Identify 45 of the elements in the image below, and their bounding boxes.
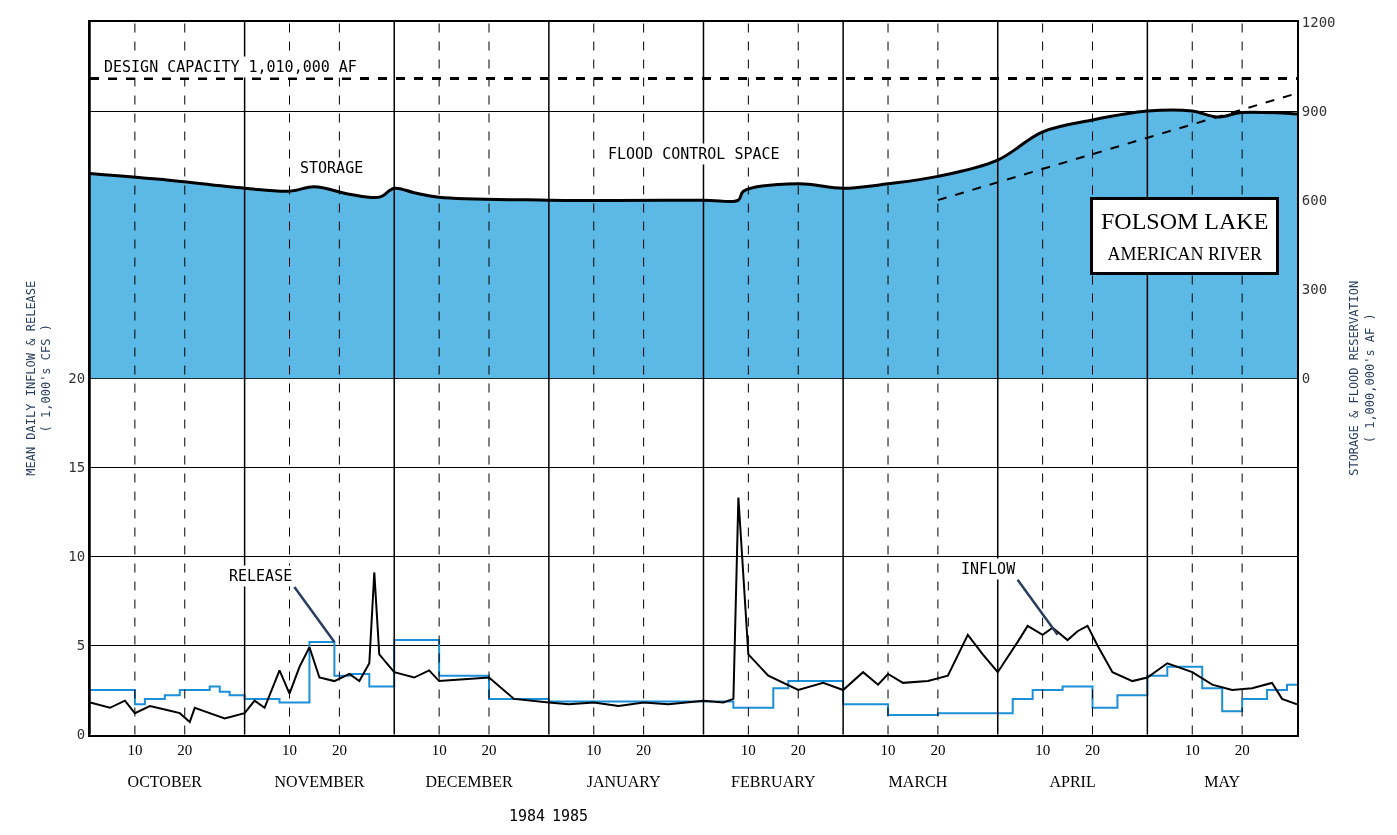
annotation: RELEASE xyxy=(229,567,293,585)
x2-tick-label: MAY xyxy=(1204,772,1241,790)
x-tick-label: 10 xyxy=(1035,741,1051,758)
y-tick-label: 5 xyxy=(76,637,86,654)
y-tick-label: 15 xyxy=(68,459,86,476)
text: 1984 xyxy=(509,807,546,825)
x-tick-label: 20 xyxy=(930,741,946,758)
y-axis-title: MEAN DAILY INFLOW & RELEASE ( 1,000's CFS ) xyxy=(23,280,54,476)
x-tick-label: 10 xyxy=(586,741,602,758)
annotation: FLOOD CONTROL SPACE xyxy=(608,145,780,163)
x-tick-label: 20 xyxy=(636,741,652,758)
x-tick-label: 10 xyxy=(740,741,756,758)
x2-tick-label: JANUARY xyxy=(586,772,662,790)
annotation: INFLOW xyxy=(961,560,1017,578)
x-tick-label: 20 xyxy=(1085,741,1101,758)
x2-tick-label: APRIL xyxy=(1049,772,1096,790)
y2-tick-label: 1200 xyxy=(1301,13,1336,30)
text: FOLSOM LAKE xyxy=(1101,208,1269,234)
x-tick-label: 20 xyxy=(790,741,806,758)
x-tick-label: 10 xyxy=(880,741,896,758)
y2-tick-label: 300 xyxy=(1301,281,1328,298)
x-tick-label: 20 xyxy=(331,741,347,758)
annotation: STORAGE xyxy=(300,159,364,177)
x-tick-label: 10 xyxy=(431,741,447,758)
text: AMERICAN RIVER xyxy=(1107,244,1262,265)
x-tick-label: 10 xyxy=(127,741,143,758)
x2-tick-label: OCTOBER xyxy=(127,772,203,790)
text: 1985 xyxy=(552,807,589,825)
x2-tick-label: DECEMBER xyxy=(425,772,513,790)
y2-tick-label: 0 xyxy=(1301,370,1311,387)
x2-tick-label: NOVEMBER xyxy=(274,772,365,790)
x-tick-label: 20 xyxy=(177,741,193,758)
ref-line-label: DESIGN CAPACITY 1,010,000 AF xyxy=(104,58,357,76)
x-tick-label: 10 xyxy=(282,741,297,758)
x2-tick-label: MARCH xyxy=(888,772,948,790)
y2-tick-label: 900 xyxy=(1301,102,1328,119)
y2-tick-label: 600 xyxy=(1301,192,1328,209)
x-tick-label: 20 xyxy=(481,741,497,758)
y-tick-label: 0 xyxy=(76,726,86,743)
x2-tick-label: FEBRUARY xyxy=(731,772,816,790)
y-tick-label: 20 xyxy=(68,370,86,387)
x-tick-label: 10 xyxy=(1184,741,1200,758)
y2-axis-title: STORAGE & FLOOD RESERVATION ( 1,000,000's AF ) xyxy=(1346,280,1377,476)
x-tick-label: 20 xyxy=(1234,741,1250,758)
y-tick-label: 10 xyxy=(68,548,86,565)
